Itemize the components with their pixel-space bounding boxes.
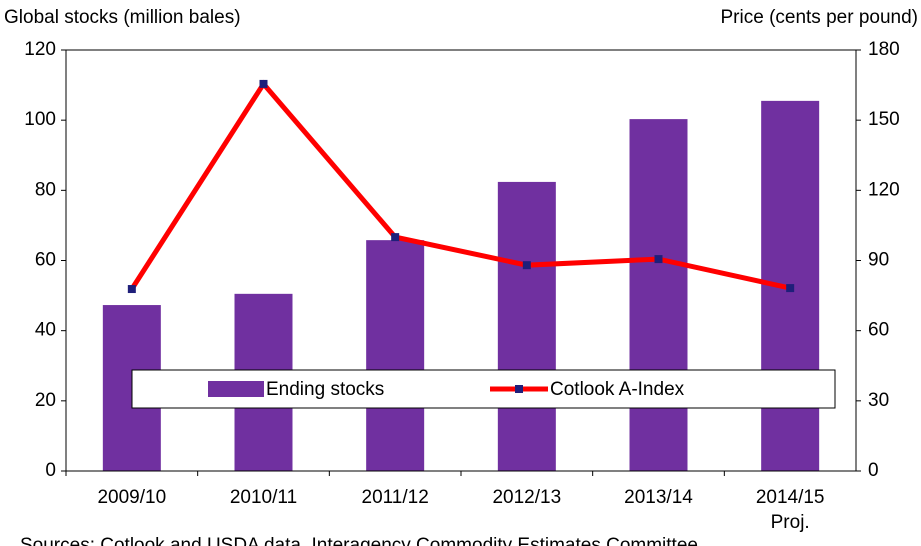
y-axis-title: Global stocks (million bales) [4, 7, 241, 28]
legend-label: Cotlook A-Index [550, 379, 685, 400]
bar [497, 181, 556, 471]
y2-tick-label: 30 [868, 390, 889, 411]
x-tick-note: Proj. [771, 512, 810, 533]
y2-tick-label: 180 [868, 39, 900, 60]
bar [366, 240, 425, 471]
bar [629, 119, 688, 471]
y2-tick-label: 0 [868, 460, 879, 481]
marker [127, 285, 136, 294]
y-tick-label: 120 [24, 39, 56, 60]
x-tick-label: 2014/15 [756, 487, 825, 508]
y2-tick-label: 120 [868, 179, 900, 200]
marker [522, 261, 531, 270]
y-tick-label: 40 [35, 320, 56, 341]
marker [391, 233, 400, 242]
y-tick-label: 80 [35, 179, 56, 200]
y2-tick-label: 60 [868, 320, 889, 341]
marker [259, 79, 268, 88]
legend-marker [515, 385, 523, 393]
y-tick-label: 100 [24, 109, 56, 130]
x-tick-label: 2010/11 [230, 487, 297, 508]
marker [786, 284, 795, 293]
y-tick-label: 60 [35, 250, 56, 271]
legend-label: Ending stocks [266, 379, 384, 400]
y2-tick-label: 90 [868, 250, 889, 271]
y2-tick-label: 150 [868, 109, 900, 130]
legend-swatch [208, 381, 264, 397]
line [129, 79, 791, 291]
plot-frame [65, 49, 857, 472]
x-tick-label: 2009/10 [97, 487, 166, 508]
x-tick-label: 2011/12 [362, 487, 429, 508]
source-note: Sources: Cotlook and USDA data, Interage… [20, 535, 698, 546]
x-tick-label: 2013/14 [624, 487, 693, 508]
y2-axis-title: Price (cents per pound) [721, 7, 919, 28]
marker [654, 255, 663, 264]
y-tick-label: 0 [45, 460, 56, 481]
x-tick-label: 2012/13 [492, 487, 561, 508]
y-tick-label: 20 [35, 390, 56, 411]
